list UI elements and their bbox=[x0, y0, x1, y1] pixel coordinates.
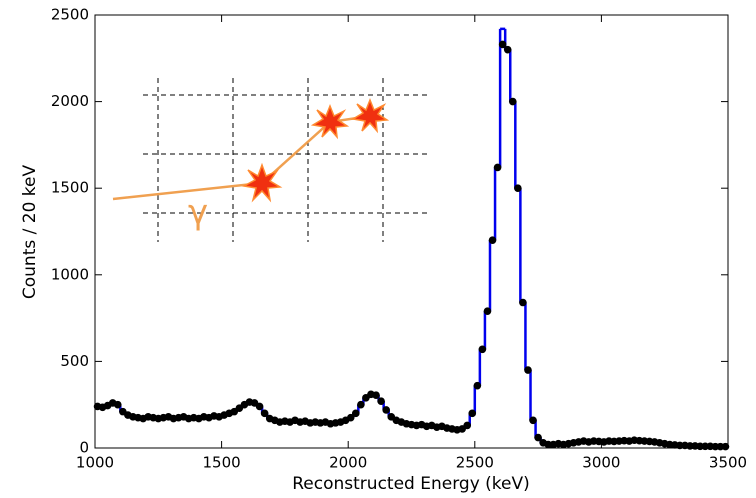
x-tick-label: 3000 bbox=[582, 454, 620, 472]
x-tick-label: 2500 bbox=[456, 454, 494, 472]
data-point bbox=[514, 184, 522, 192]
data-point bbox=[503, 45, 512, 54]
data-point bbox=[488, 236, 497, 244]
data-point bbox=[534, 433, 542, 442]
data-point bbox=[478, 345, 487, 354]
data-point bbox=[468, 409, 477, 418]
data-point bbox=[346, 413, 355, 422]
data-point bbox=[463, 421, 472, 430]
data-point bbox=[260, 409, 269, 418]
data-point bbox=[508, 97, 517, 106]
x-tick-label: 3500 bbox=[709, 454, 747, 472]
data-point bbox=[113, 400, 122, 409]
data-point bbox=[372, 391, 380, 399]
plot-frame bbox=[94, 14, 729, 449]
y-tick-label: 500 bbox=[60, 352, 89, 370]
data-point bbox=[519, 298, 527, 307]
data-point bbox=[498, 40, 507, 49]
data-point bbox=[483, 307, 492, 315]
y-tick-label: 2000 bbox=[51, 92, 89, 110]
data-point bbox=[529, 416, 537, 425]
gamma-label: γ bbox=[188, 193, 208, 233]
interaction-stars bbox=[241, 97, 390, 203]
y-tick-label: 0 bbox=[79, 439, 89, 457]
y-tick-label: 1500 bbox=[51, 179, 89, 197]
data-point bbox=[377, 397, 385, 406]
y-tick-label: 2500 bbox=[51, 6, 89, 24]
x-tick-label: 1500 bbox=[203, 454, 241, 472]
data-point bbox=[524, 366, 532, 374]
data-point bbox=[382, 406, 390, 414]
data-point bbox=[721, 442, 730, 451]
y-tick-label: 1000 bbox=[51, 265, 89, 283]
y-axis-label: Counts / 20 keV bbox=[20, 165, 40, 300]
x-tick-label: 2000 bbox=[329, 454, 367, 472]
x-tick-label: 1000 bbox=[76, 454, 114, 472]
data-point bbox=[493, 163, 502, 172]
gamma-track bbox=[112, 114, 371, 201]
x-axis-label: Reconstructed Energy (keV) bbox=[292, 474, 530, 494]
data-point bbox=[351, 409, 360, 418]
data-point bbox=[255, 402, 264, 411]
data-point bbox=[357, 400, 365, 409]
data-point bbox=[473, 381, 482, 390]
